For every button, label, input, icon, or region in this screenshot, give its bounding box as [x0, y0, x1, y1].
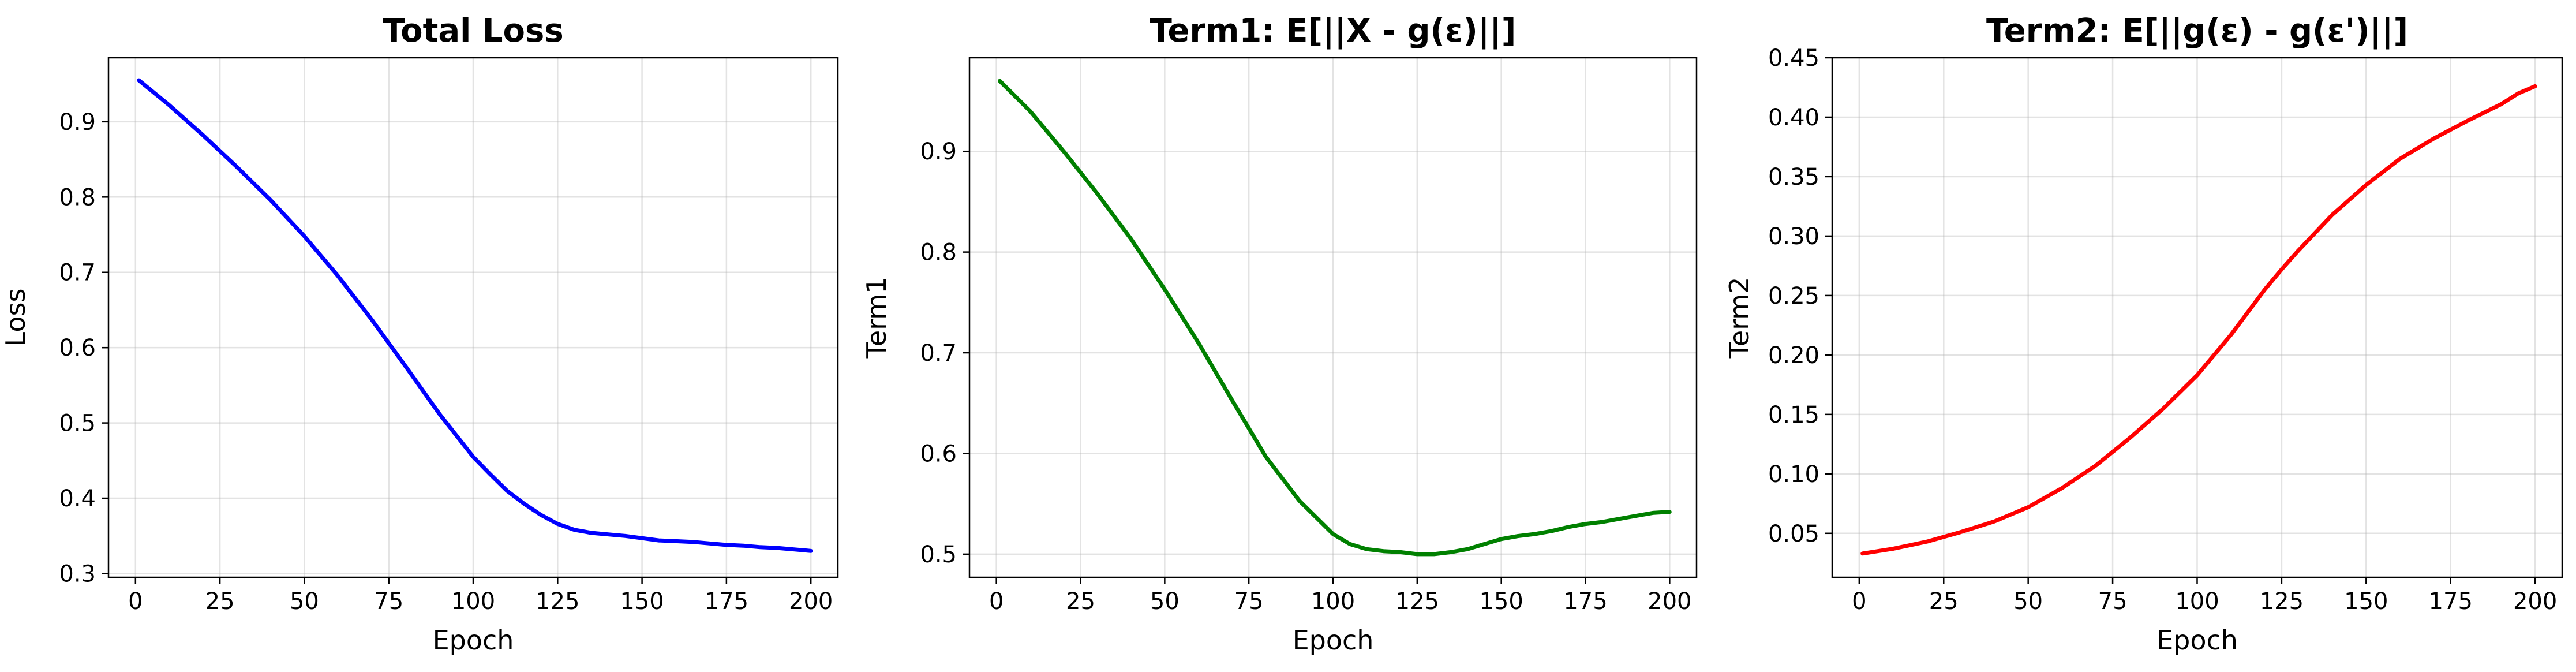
term2-xtick-label: 0	[1852, 588, 1866, 615]
term2-xtick-label: 150	[2344, 588, 2388, 615]
loss-xtick-label: 25	[205, 588, 235, 615]
loss-xtick-label: 200	[789, 588, 833, 615]
loss-ytick-label: 0.9	[59, 109, 96, 136]
loss-y-axis-label: Loss	[0, 289, 31, 347]
term2-x-axis-label: Epoch	[2156, 625, 2238, 656]
loss-xtick-label: 125	[536, 588, 579, 615]
loss-x-axis-label: Epoch	[433, 625, 514, 656]
term1-xtick-label: 150	[1479, 588, 1523, 615]
term1-xtick-label: 75	[1234, 588, 1264, 615]
loss-ytick-label: 0.4	[59, 486, 96, 512]
term2-xtick-label: 100	[2175, 588, 2219, 615]
term2-xtick-label: 25	[1929, 588, 1959, 615]
term1-xtick-label: 175	[1563, 588, 1607, 615]
term1-xtick-label: 200	[1648, 588, 1691, 615]
loss-xtick-label: 75	[374, 588, 403, 615]
loss-xtick-label: 100	[451, 588, 495, 615]
term2-ytick-label: 0.15	[1768, 402, 1819, 428]
term2-ytick-label: 0.40	[1768, 104, 1819, 131]
loss-ytick-label: 0.8	[59, 184, 96, 211]
term2-ytick-label: 0.25	[1768, 283, 1819, 309]
term2-ytick-label: 0.10	[1768, 461, 1819, 488]
term1-chart-title: Term1: E[||X - g(ε)||]	[1150, 12, 1517, 50]
term2-xtick-label: 75	[2098, 588, 2128, 615]
term2-ytick-label: 0.45	[1768, 45, 1819, 72]
term1-xtick-label: 125	[1395, 588, 1439, 615]
term2-ytick-label: 0.05	[1768, 521, 1819, 547]
term1-y-axis-label: Term1	[861, 277, 892, 359]
loss-xtick-label: 150	[620, 588, 664, 615]
loss-ytick-label: 0.3	[59, 561, 96, 587]
loss-ytick-label: 0.5	[59, 410, 96, 437]
term2-panel: 0 25 50 75 100 125 150 175 200 0.05 0.10 0.15 0.20 0.…	[1724, 12, 2563, 656]
term1-ytick-label: 0.5	[920, 542, 957, 568]
term2-series-line	[1860, 84, 2537, 556]
term1-ytick-label: 0.7	[920, 340, 957, 367]
term1-ytick-label: 0.9	[920, 139, 957, 165]
loss-xtick-label: 175	[705, 588, 748, 615]
term2-xtick-label: 125	[2260, 588, 2304, 615]
term1-ytick-label: 0.8	[920, 240, 957, 266]
term1-xtick-label: 100	[1311, 588, 1355, 615]
term1-x-axis-label: Epoch	[1293, 625, 1374, 656]
loss-xtick-label: 50	[290, 588, 319, 615]
term2-xtick-label: 200	[2513, 588, 2557, 615]
term1-series-line	[998, 79, 1672, 557]
term2-y-axis-label: Term2	[1724, 277, 1755, 359]
loss-xtick-label: 0	[128, 588, 143, 615]
term1-xtick-label: 50	[1150, 588, 1180, 615]
term1-ytick-label: 0.6	[920, 440, 957, 467]
loss-panel: 0 25 50 75 100 125 150 175 200 0.3 0.4 0.5 0.6 0.7 0.8…	[0, 12, 839, 656]
term1-xtick-label: 0	[989, 588, 1004, 615]
loss-chart-title: Total Loss	[383, 12, 563, 50]
term2-ytick-label: 0.30	[1768, 223, 1819, 250]
loss-series-line	[137, 78, 813, 553]
term2-ytick-label: 0.20	[1768, 342, 1819, 369]
term2-chart-title: Term2: E[||g(ε) - g(ε')||]	[1986, 12, 2408, 50]
loss-ytick-label: 0.7	[59, 260, 96, 286]
term2-xtick-label: 50	[2013, 588, 2043, 615]
term1-xtick-label: 25	[1066, 588, 1095, 615]
term2-ytick-label: 0.35	[1768, 164, 1819, 191]
loss-ytick-label: 0.6	[59, 335, 96, 361]
term1-panel: 0 25 50 75 100 125 150 175 200 0.5 0.6 0.7 0.8 0.9 Ter…	[861, 12, 1698, 656]
term2-xtick-label: 175	[2429, 588, 2473, 615]
